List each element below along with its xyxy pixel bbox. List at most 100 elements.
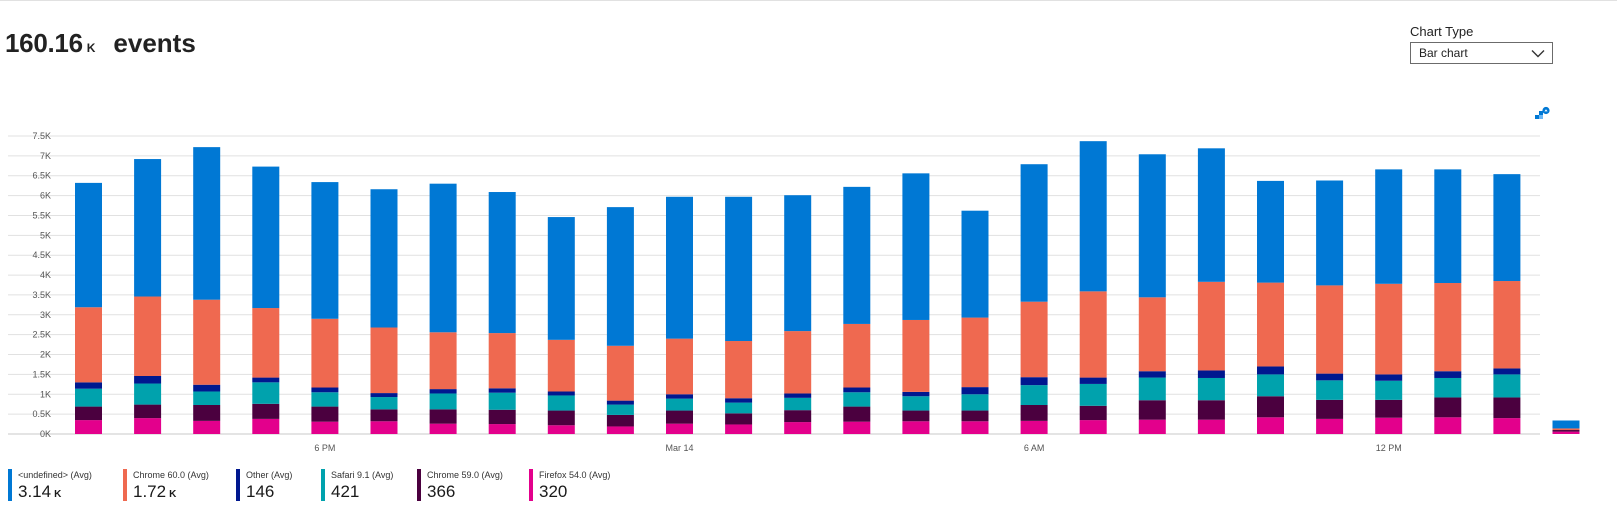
bar-segment bbox=[1020, 377, 1048, 386]
bar-segment bbox=[1079, 377, 1107, 384]
bar-stack bbox=[252, 166, 280, 434]
y-tick-label: 5.5K bbox=[32, 210, 51, 220]
legend-series-value: 366 bbox=[427, 482, 455, 502]
bar-segment bbox=[547, 339, 575, 392]
legend-value-number: 1.72 bbox=[133, 482, 167, 501]
bar-segment bbox=[75, 307, 102, 383]
bar-segment bbox=[1375, 283, 1403, 375]
bar-segment bbox=[1434, 377, 1462, 398]
total-unit: K bbox=[86, 41, 96, 55]
bar-segment bbox=[75, 406, 102, 421]
legend-series-value: 3.14 K bbox=[18, 482, 61, 502]
bar-segment bbox=[1316, 380, 1344, 400]
bar-stack bbox=[1375, 169, 1403, 434]
legend-swatch bbox=[321, 469, 325, 501]
bar-segment bbox=[547, 425, 575, 434]
bar-segment bbox=[252, 382, 280, 404]
legend-series-name: Safari 9.1 (Avg) bbox=[331, 470, 394, 480]
bar-segment bbox=[666, 338, 693, 395]
bar-segment bbox=[1020, 385, 1048, 405]
bar-stack bbox=[1079, 141, 1107, 434]
bar-stack bbox=[725, 196, 753, 434]
y-tick-label: 0.5K bbox=[32, 409, 51, 419]
bar-stack bbox=[547, 217, 575, 434]
bar-segment bbox=[1138, 154, 1166, 298]
bar-segment bbox=[547, 217, 575, 340]
bar-segment bbox=[370, 327, 398, 394]
legend-swatch bbox=[236, 469, 240, 501]
bar-segment bbox=[902, 173, 930, 320]
bar-segment bbox=[1375, 417, 1403, 434]
legend-swatch bbox=[417, 469, 421, 501]
legend-series-name: Other (Avg) bbox=[246, 470, 293, 480]
bar-stack bbox=[902, 173, 930, 434]
bar-segment bbox=[725, 424, 753, 434]
bar-segment bbox=[547, 395, 575, 411]
bar-segment bbox=[606, 345, 634, 401]
bar-segment bbox=[902, 396, 930, 411]
y-tick-label: 4.5K bbox=[32, 250, 51, 260]
bar-segment bbox=[75, 388, 102, 407]
bar-segment bbox=[193, 391, 221, 405]
bar-stack bbox=[193, 147, 221, 434]
bar-segment bbox=[488, 409, 516, 425]
chart-type-dropdown[interactable]: Bar chart bbox=[1410, 42, 1553, 64]
bar-segment bbox=[784, 331, 812, 394]
bar-segment bbox=[488, 424, 516, 434]
chevron-down-icon bbox=[1531, 50, 1545, 58]
y-tick-label: 3.5K bbox=[32, 290, 51, 300]
legend-value-unit: K bbox=[169, 489, 177, 500]
bar-segment bbox=[193, 420, 221, 434]
bar-segment bbox=[843, 406, 871, 422]
chart-type-selected: Bar chart bbox=[1419, 46, 1468, 60]
bar-segment bbox=[606, 207, 634, 346]
bar-stack bbox=[1257, 180, 1284, 434]
pin-to-dashboard-icon[interactable] bbox=[1534, 106, 1550, 122]
y-tick-label: 6K bbox=[40, 191, 51, 201]
bar-segment bbox=[725, 341, 753, 399]
bar-stack bbox=[134, 159, 162, 434]
bar-segment bbox=[1197, 419, 1225, 434]
bar-segment bbox=[311, 392, 339, 407]
bar-segment bbox=[134, 418, 162, 434]
legend-series-name: Chrome 60.0 (Avg) bbox=[133, 470, 209, 480]
bar-segment bbox=[1079, 383, 1107, 406]
bar-segment bbox=[1197, 370, 1225, 378]
legend-series-value: 421 bbox=[331, 482, 359, 502]
bar-segment bbox=[1375, 399, 1403, 418]
bar-segment bbox=[547, 391, 575, 396]
bar-segment bbox=[252, 308, 280, 378]
bar-segment bbox=[843, 387, 871, 393]
metric-label: events bbox=[113, 28, 196, 58]
bar-segment bbox=[429, 409, 457, 424]
y-tick-label: 2.5K bbox=[32, 330, 51, 340]
bar-stack bbox=[1197, 148, 1225, 434]
bar-segment bbox=[1138, 297, 1166, 372]
x-tick-label: 12 PM bbox=[1376, 443, 1402, 453]
bar-segment bbox=[1316, 373, 1344, 381]
bar-segment bbox=[75, 382, 102, 389]
bar-segment bbox=[961, 317, 989, 388]
bar-segment bbox=[784, 397, 812, 411]
y-tick-label: 6.5K bbox=[32, 171, 51, 181]
bar-segment bbox=[1375, 380, 1403, 400]
y-tick-label: 1K bbox=[40, 389, 51, 399]
bar-segment bbox=[1493, 368, 1521, 375]
bar-segment bbox=[1257, 282, 1284, 367]
bar-segment bbox=[311, 182, 339, 319]
bar-segment bbox=[252, 377, 280, 383]
legend-value-number: 366 bbox=[427, 482, 456, 501]
bar-segment bbox=[134, 159, 162, 297]
y-tick-label: 7.5K bbox=[32, 131, 51, 141]
bar-segment bbox=[666, 423, 693, 434]
bar-stack bbox=[961, 210, 989, 434]
bar-stack bbox=[311, 182, 339, 434]
bar-stack bbox=[1552, 420, 1580, 434]
bar-segment bbox=[429, 332, 457, 390]
bar-segment bbox=[666, 196, 693, 339]
bar-stack bbox=[488, 192, 516, 434]
bar-stack bbox=[370, 189, 398, 434]
bar-segment bbox=[1138, 419, 1166, 434]
bar-segment bbox=[75, 420, 102, 434]
legend-series-name: Firefox 54.0 (Avg) bbox=[539, 470, 611, 480]
